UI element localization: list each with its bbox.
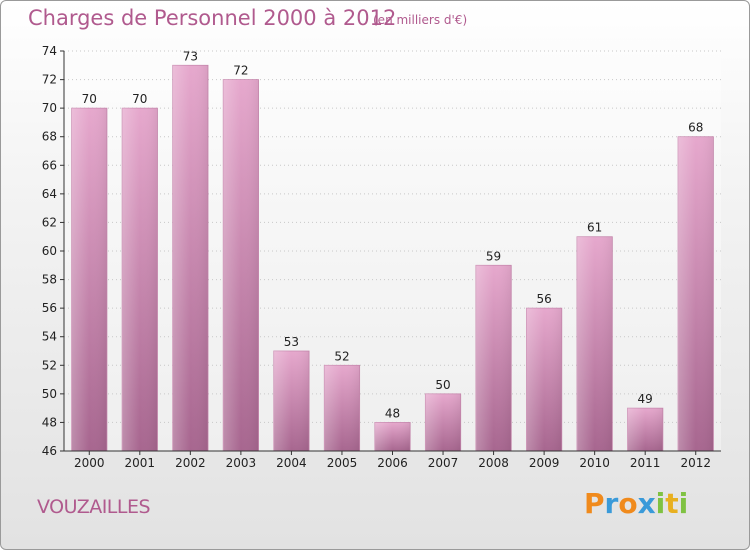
chart-subtitle: (en milliers d'€) bbox=[373, 13, 468, 27]
x-tick-label: 2005 bbox=[327, 456, 358, 470]
y-tick-label: 62 bbox=[42, 215, 57, 229]
bar-highlight bbox=[425, 393, 461, 451]
bar-highlight bbox=[122, 108, 158, 452]
bar-highlight bbox=[71, 108, 107, 452]
y-tick-label: 54 bbox=[42, 330, 57, 344]
y-tick-label: 50 bbox=[42, 387, 57, 401]
data-label: 50 bbox=[435, 378, 450, 392]
logo-letter: i bbox=[655, 487, 666, 520]
x-tick-label: 2000 bbox=[74, 456, 105, 470]
logo-letter: o bbox=[618, 487, 638, 520]
bar-highlight bbox=[475, 265, 512, 451]
y-tick-label: 48 bbox=[42, 415, 57, 429]
y-tick-label: 52 bbox=[42, 358, 57, 372]
logo-letter: x bbox=[637, 487, 656, 520]
bar-highlight bbox=[223, 79, 259, 452]
data-label: 53 bbox=[284, 335, 299, 349]
y-tick-label: 66 bbox=[42, 158, 57, 172]
data-label: 73 bbox=[183, 49, 198, 63]
data-label: 49 bbox=[638, 392, 653, 406]
logo-letter: i bbox=[678, 487, 689, 520]
bar-highlight bbox=[627, 408, 663, 451]
x-tick-label: 2002 bbox=[175, 456, 206, 470]
bar-highlight bbox=[273, 351, 310, 451]
data-label: 59 bbox=[486, 249, 501, 263]
bar-highlight bbox=[576, 236, 613, 451]
x-tick-label: 2009 bbox=[529, 456, 560, 470]
logo-letter: t bbox=[665, 487, 679, 520]
y-tick-label: 58 bbox=[42, 273, 57, 287]
bar-highlight bbox=[324, 365, 360, 451]
data-label: 52 bbox=[334, 349, 349, 363]
y-tick-label: 60 bbox=[42, 244, 57, 258]
chart-title: Charges de Personnel 2000 à 2012 bbox=[28, 6, 397, 30]
logo-letter: r bbox=[604, 487, 619, 520]
data-label: 70 bbox=[132, 92, 147, 106]
x-tick-label: 2010 bbox=[579, 456, 610, 470]
bar-highlight bbox=[374, 422, 411, 451]
x-tick-label: 2004 bbox=[276, 456, 307, 470]
x-tick-label: 2006 bbox=[377, 456, 408, 470]
data-label: 56 bbox=[536, 292, 551, 306]
x-tick-label: 2008 bbox=[478, 456, 509, 470]
data-label: 61 bbox=[587, 221, 602, 235]
x-tick-label: 2012 bbox=[680, 456, 711, 470]
y-tick-label: 72 bbox=[42, 73, 57, 87]
y-tick-label: 64 bbox=[42, 187, 57, 201]
y-tick-label: 56 bbox=[42, 301, 57, 315]
x-tick-label: 2007 bbox=[428, 456, 459, 470]
data-label: 72 bbox=[233, 64, 248, 78]
commune-name: VOUZAILLES bbox=[37, 496, 151, 518]
x-tick-label: 2011 bbox=[630, 456, 661, 470]
bar-highlight bbox=[678, 136, 714, 451]
data-label: 48 bbox=[385, 406, 400, 420]
data-label: 68 bbox=[688, 121, 703, 135]
x-tick-label: 2001 bbox=[125, 456, 156, 470]
y-tick-label: 46 bbox=[42, 444, 57, 458]
y-tick-label: 70 bbox=[42, 101, 57, 115]
y-tick-label: 74 bbox=[42, 44, 57, 58]
logo-letter: P bbox=[584, 487, 605, 520]
y-tick-label: 68 bbox=[42, 130, 57, 144]
data-label: 70 bbox=[82, 92, 97, 106]
bar-highlight bbox=[172, 65, 209, 452]
bar-highlight bbox=[526, 308, 562, 451]
x-tick-label: 2003 bbox=[226, 456, 257, 470]
proxiti-logo[interactable]: Proxiti bbox=[584, 487, 688, 520]
